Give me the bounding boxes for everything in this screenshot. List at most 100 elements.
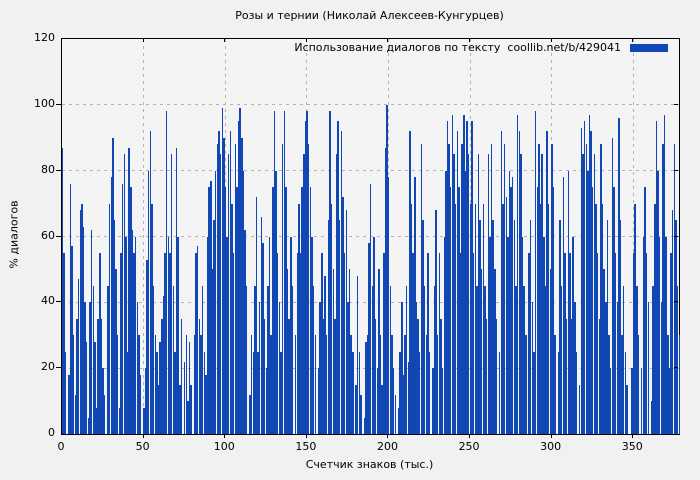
impulse-bar [308, 144, 310, 434]
impulse-bar [350, 335, 352, 434]
impulse-bar [389, 285, 392, 434]
impulse-bar [268, 236, 271, 434]
impulse-bar [262, 243, 264, 434]
impulse-bar [608, 335, 610, 434]
impulse-bar [404, 335, 406, 434]
impulse-bar [443, 236, 445, 434]
impulse-bar [530, 220, 532, 434]
y-tick [56, 367, 61, 369]
impulse-bar [546, 131, 548, 434]
impulse-bar [245, 285, 248, 434]
impulse-bar [325, 335, 328, 434]
impulse-bar [657, 170, 659, 434]
impulse-bar [603, 269, 605, 434]
impulse-bar [285, 187, 287, 434]
impulse-bar [583, 121, 586, 434]
impulse-bar [283, 111, 285, 434]
impulse-bar [436, 335, 439, 434]
impulse-bar [650, 401, 653, 434]
impulse-bar [77, 279, 80, 434]
impulse-bar [466, 121, 468, 434]
impulse-bar [668, 368, 671, 434]
impulse-bar [474, 203, 476, 434]
impulse-bar [471, 121, 473, 434]
impulse-bar [578, 384, 581, 434]
impulse-bar [448, 144, 450, 434]
impulse-bar [637, 335, 640, 434]
impulse-bar [441, 368, 444, 434]
impulse-bar [463, 114, 465, 434]
impulse-bar [317, 368, 320, 434]
impulse-bar [655, 121, 658, 434]
impulse-bar [267, 285, 269, 434]
impulse-bar [296, 252, 299, 434]
impulse-bar [113, 220, 116, 434]
impulse-bar [624, 351, 627, 434]
impulse-bar [484, 285, 486, 434]
impulse-bar [221, 108, 223, 434]
impulse-bar [71, 246, 73, 434]
impulse-bar [358, 351, 361, 434]
impulse-bar [76, 318, 78, 434]
impulse-bar [286, 269, 289, 434]
legend-label: Использование диалогов по тексту coollib… [294, 41, 621, 54]
impulse-bar [128, 147, 130, 434]
impulse-bar [133, 252, 135, 434]
impulse-bar [200, 335, 202, 434]
impulse-bar [552, 187, 555, 434]
impulse-bar [84, 302, 86, 434]
impulse-bar [432, 368, 434, 434]
impulse-bar [626, 384, 628, 434]
impulse-bar [102, 368, 104, 434]
impulse-bar [348, 269, 351, 434]
impulse-bar [343, 252, 346, 434]
impulse-bar [412, 252, 414, 434]
impulse-bar [503, 144, 506, 434]
impulse-bar [454, 203, 457, 434]
impulse-bar [298, 203, 300, 434]
impulse-bar [190, 384, 192, 434]
impulse-bar [370, 183, 372, 434]
y-tick-mirror [674, 301, 678, 303]
impulse-bar [149, 131, 152, 434]
impulse-bar [135, 236, 137, 434]
impulse-bar [516, 114, 519, 434]
impulse-bar [652, 285, 654, 434]
impulse-bar [224, 187, 227, 434]
impulse-bar [126, 351, 129, 434]
impulse-bar [672, 210, 674, 434]
impulse-bar [379, 335, 382, 434]
x-tick [550, 434, 552, 438]
plot-area [61, 38, 680, 435]
impulse-bar [335, 154, 338, 434]
impulse-bar [423, 285, 426, 434]
impulse-bar [214, 170, 217, 434]
impulse-bar [180, 318, 183, 434]
impulse-bar [523, 285, 525, 434]
impulse-bar [381, 384, 383, 434]
impulse-bar [378, 269, 380, 434]
x-tick [387, 434, 389, 438]
impulse-bar [623, 285, 625, 434]
impulse-bar [415, 302, 418, 434]
impulse-bar [327, 220, 330, 434]
impulse-bar [185, 335, 188, 434]
impulse-bar [632, 252, 635, 434]
v-gridline [143, 39, 145, 434]
y-tick-label: 40 [41, 294, 55, 308]
impulse-bar [425, 335, 427, 434]
impulse-bar [482, 203, 485, 434]
impulse-bar [121, 183, 124, 434]
impulse-bar [309, 187, 312, 434]
impulse-bar [613, 187, 615, 434]
impulse-bar [237, 121, 240, 434]
x-tick [632, 434, 634, 438]
impulse-bar [144, 368, 147, 434]
impulse-bar [419, 351, 421, 434]
impulse-bar [365, 341, 367, 434]
impulse-bar [157, 384, 160, 434]
impulse-bar [371, 285, 374, 434]
impulse-bar [275, 170, 277, 434]
impulse-bar [383, 252, 385, 434]
impulse-bar [208, 187, 210, 434]
